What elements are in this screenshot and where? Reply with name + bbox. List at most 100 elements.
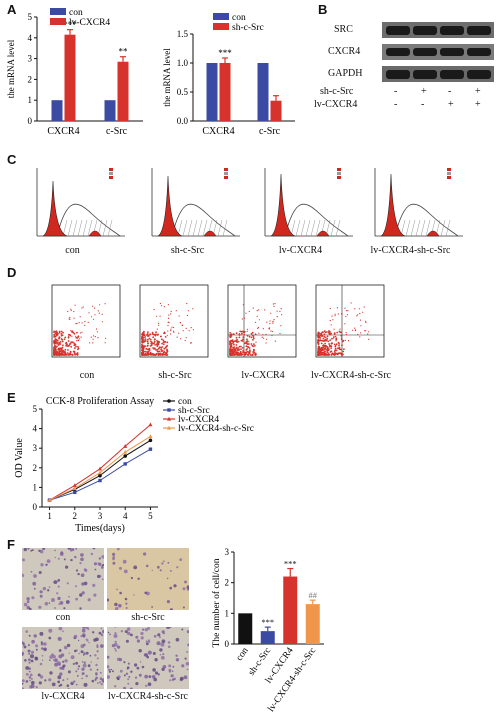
hatch-line [202, 219, 208, 237]
cell-event [186, 302, 188, 305]
hatch-line [335, 219, 341, 237]
stained-cell [94, 654, 97, 657]
bar [270, 100, 282, 121]
cell-event [94, 314, 96, 316]
cell-event [251, 331, 254, 334]
cell-event [229, 332, 232, 334]
cell-event [64, 354, 66, 356]
legend-label: lv-CXCR4 [69, 18, 110, 28]
stained-cell [35, 685, 38, 689]
cell-event [325, 344, 327, 347]
stained-cell [77, 668, 80, 670]
cell-event [74, 353, 76, 356]
cell-event [142, 352, 144, 355]
cell-event [71, 341, 74, 344]
stained-cell [77, 639, 80, 642]
y-tick-label: 5 [28, 12, 33, 22]
cell-event [237, 351, 239, 354]
stained-cell [77, 665, 81, 668]
stained-cell [74, 555, 77, 559]
cell-event [236, 349, 239, 352]
cell-event [73, 317, 75, 319]
cell-event [156, 350, 159, 353]
significance-mark: *** [284, 559, 297, 569]
cell-event [334, 347, 337, 350]
hatch-line [192, 219, 198, 237]
cell-event [70, 341, 72, 344]
cell-event [274, 303, 276, 305]
stained-cell [98, 557, 102, 560]
cell-event [265, 338, 268, 340]
cell-event [252, 345, 255, 348]
stained-cell [96, 668, 99, 671]
cell-event [248, 343, 250, 345]
cell-event [154, 341, 156, 343]
legend-label: sh-c-Src [178, 406, 210, 416]
stained-cell [169, 627, 172, 629]
stained-cell [168, 664, 172, 668]
g2-peak [426, 230, 440, 237]
stained-cell [25, 680, 29, 683]
legend-swatch [337, 172, 341, 175]
cell-event [338, 347, 340, 350]
cell-event [158, 322, 160, 324]
cell-event [242, 338, 244, 341]
cell-event [172, 330, 175, 332]
cell-event [77, 337, 79, 339]
stained-cell [145, 640, 148, 643]
stained-cell [95, 674, 97, 676]
cell-event [256, 315, 258, 317]
cell-event [280, 308, 282, 310]
stained-cell [158, 636, 161, 639]
cell-event [250, 332, 253, 335]
stained-cell [85, 674, 88, 678]
cell-event [58, 347, 60, 350]
micrograph-background [22, 548, 104, 610]
cell-event [150, 342, 153, 345]
g1-peak [270, 173, 296, 237]
cell-event [190, 342, 192, 344]
y-tick-label: 3 [225, 547, 230, 557]
stained-cell [58, 627, 63, 631]
legend-label: con [232, 13, 246, 23]
stained-cell [181, 664, 185, 668]
cell-event [147, 335, 149, 338]
hatch-line [420, 219, 426, 237]
series-line [49, 424, 151, 501]
cell-event [341, 344, 343, 347]
stained-cell [133, 565, 138, 570]
cell-event [55, 338, 58, 341]
cell-event [338, 352, 341, 355]
data-point [72, 486, 77, 490]
stained-cell [48, 636, 52, 640]
blot-row-label: SRC [334, 24, 353, 35]
cell-event [329, 307, 331, 310]
cell-event [161, 342, 163, 345]
stained-cell [33, 634, 37, 638]
cell-event [317, 350, 319, 353]
stained-cell [45, 563, 48, 566]
cell-event [147, 353, 149, 356]
stained-cell [65, 565, 69, 569]
stained-cell [38, 571, 42, 574]
cell-event [167, 321, 169, 323]
cell-event [329, 351, 332, 353]
stained-cell [40, 563, 44, 567]
stained-cell [127, 662, 130, 665]
cell-event [246, 334, 249, 337]
cell-event [188, 330, 190, 332]
stained-cell [28, 634, 31, 637]
blot-band [467, 69, 491, 79]
legend-swatch [224, 168, 228, 171]
flow-caption: sh-c-Src [170, 245, 205, 256]
flow-caption: lv-CXCR4 [278, 245, 323, 256]
cell-event [245, 349, 248, 351]
stained-cell [76, 675, 79, 677]
cell-event [261, 336, 263, 338]
cell-event [73, 344, 76, 347]
blot-sign: + [475, 99, 481, 110]
cell-event [143, 334, 146, 337]
stained-cell [175, 637, 180, 642]
stained-cell [169, 608, 173, 610]
blot-strip-cxcr4 [382, 44, 494, 60]
